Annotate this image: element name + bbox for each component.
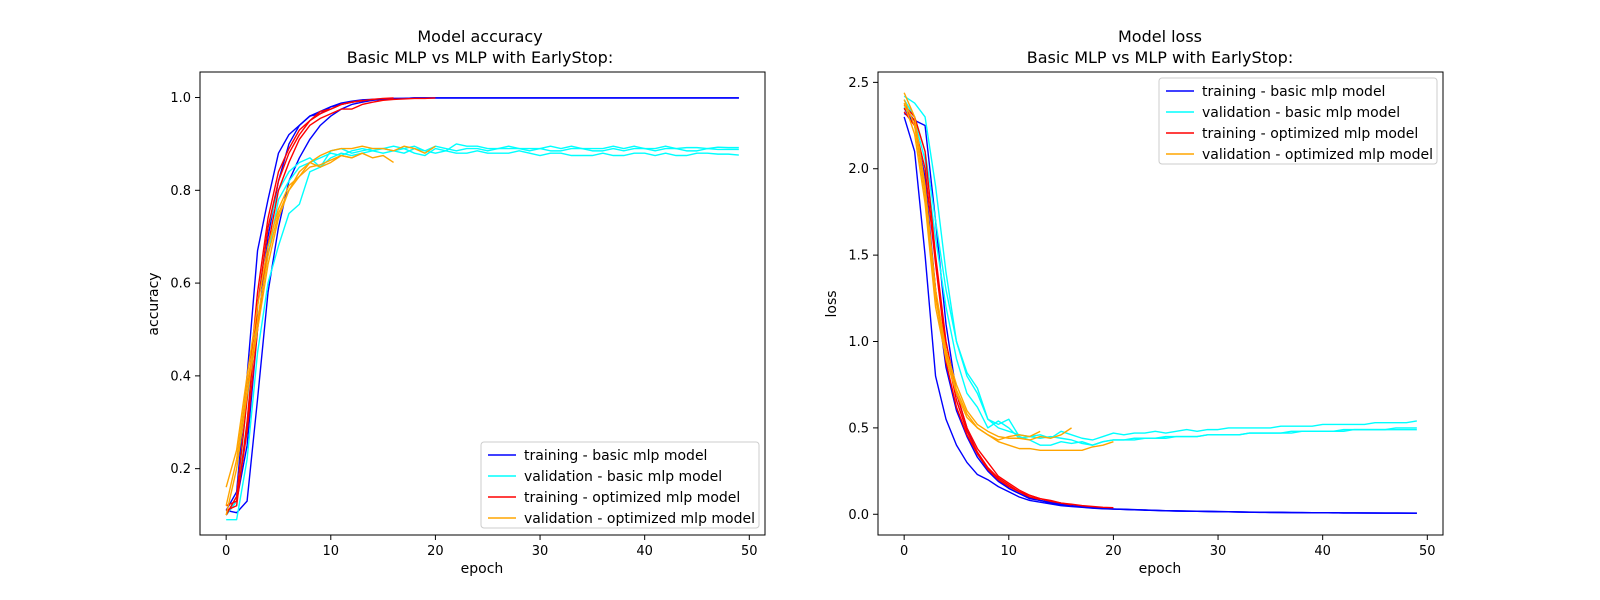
x-tick-label: 40 bbox=[636, 544, 653, 559]
series-line-5 bbox=[903, 106, 1417, 441]
series-line-2 bbox=[226, 97, 739, 514]
x-axis-label: epoch bbox=[461, 561, 504, 577]
legend-label: training - basic mlp model bbox=[524, 448, 707, 464]
y-axis-label: accuracy bbox=[146, 272, 162, 335]
y-tick-label: 0.6 bbox=[170, 277, 191, 292]
y-tick-label: 1.0 bbox=[848, 335, 869, 350]
chart-title-line1: Model loss bbox=[1118, 27, 1202, 46]
series-layer bbox=[903, 92, 1417, 514]
chart-title-line1: Model accuracy bbox=[417, 27, 542, 46]
legend-label: validation - optimized mlp model bbox=[1202, 147, 1433, 163]
y-tick-label: 0.2 bbox=[170, 462, 191, 477]
x-axis-label: epoch bbox=[1139, 561, 1182, 577]
plot-frame bbox=[877, 71, 1444, 536]
x-tick-label: 10 bbox=[1001, 544, 1018, 559]
legend-label: training - optimized mlp model bbox=[524, 490, 740, 506]
series-line-4 bbox=[903, 99, 1417, 446]
y-ticks: 0.0 0.5 1.0 1.5 2.0 2.5 bbox=[848, 76, 878, 523]
y-tick-label: 2.5 bbox=[848, 76, 869, 91]
chart-title-line2: Basic MLP vs MLP with EarlyStop: bbox=[1027, 48, 1293, 67]
series-line-3 bbox=[226, 147, 739, 521]
x-ticks: 0 10 20 30 40 50 bbox=[222, 535, 758, 559]
x-tick-label: 30 bbox=[1210, 544, 1227, 559]
x-ticks: 0 10 20 30 40 50 bbox=[900, 535, 1436, 559]
series-line-2 bbox=[903, 107, 1417, 514]
series-line-6 bbox=[225, 97, 394, 512]
y-tick-label: 1.0 bbox=[170, 91, 191, 106]
y-tick-label: 0.8 bbox=[170, 184, 191, 199]
legend-label: validation - basic mlp model bbox=[1202, 105, 1400, 121]
x-tick-label: 40 bbox=[1314, 544, 1331, 559]
legend-label: training - optimized mlp model bbox=[1202, 126, 1418, 142]
x-tick-label: 20 bbox=[427, 544, 444, 559]
legend: training - basic mlp model validation - b… bbox=[1158, 77, 1438, 165]
y-tick-label: 1.5 bbox=[848, 249, 869, 264]
accuracy-chart: Model accuracy Basic MLP vs MLP with Ear… bbox=[146, 27, 766, 577]
series-line-11 bbox=[225, 145, 436, 516]
x-tick-label: 20 bbox=[1105, 544, 1122, 559]
x-tick-label: 0 bbox=[900, 544, 908, 559]
legend-frame bbox=[1158, 77, 1438, 165]
y-tick-label: 0.0 bbox=[848, 508, 869, 523]
y-tick-label: 2.0 bbox=[848, 162, 869, 177]
x-tick-label: 50 bbox=[741, 544, 758, 559]
legend-label: validation - optimized mlp model bbox=[524, 511, 755, 527]
chart-title-line2: Basic MLP vs MLP with EarlyStop: bbox=[347, 48, 613, 67]
x-tick-label: 50 bbox=[1419, 544, 1436, 559]
series-line-8 bbox=[903, 111, 1114, 509]
plot-frame bbox=[199, 71, 766, 536]
legend-label: training - basic mlp model bbox=[1202, 84, 1385, 100]
series-layer bbox=[225, 97, 739, 521]
series-line-7 bbox=[225, 99, 363, 516]
legend-frame bbox=[480, 441, 760, 529]
y-tick-label: 0.4 bbox=[170, 369, 191, 384]
series-line-9 bbox=[903, 92, 1072, 441]
loss-chart: Model loss Basic MLP vs MLP with EarlySt… bbox=[824, 27, 1444, 577]
legend-label: validation - basic mlp model bbox=[524, 469, 722, 485]
x-tick-label: 10 bbox=[323, 544, 340, 559]
y-axis-label: loss bbox=[824, 290, 840, 317]
series-line-10 bbox=[225, 152, 363, 506]
y-tick-label: 0.5 bbox=[848, 421, 869, 436]
series-line-11 bbox=[903, 102, 1114, 452]
series-line-10 bbox=[903, 99, 1041, 441]
x-tick-label: 30 bbox=[532, 544, 549, 559]
x-tick-label: 0 bbox=[222, 544, 230, 559]
series-line-5 bbox=[225, 143, 739, 516]
legend: training - basic mlp model validation - b… bbox=[480, 441, 760, 529]
y-ticks: 0.2 0.4 0.6 0.8 1.0 bbox=[170, 91, 200, 477]
